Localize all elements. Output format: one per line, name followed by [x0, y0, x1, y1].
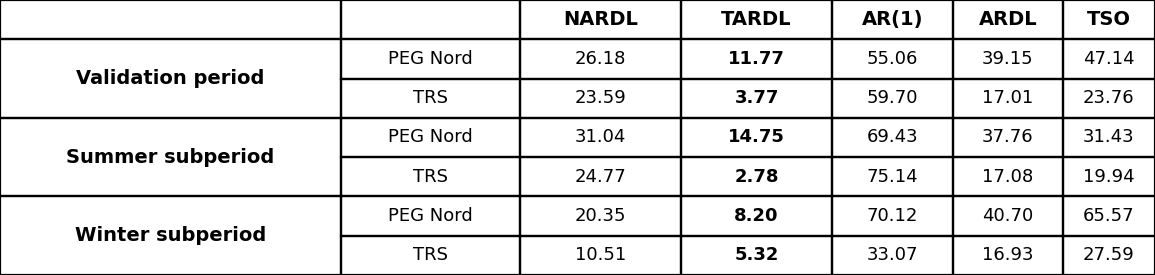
Bar: [953, 39, 1063, 79]
Bar: [0, 118, 341, 196]
Text: 40.70: 40.70: [982, 207, 1034, 225]
Text: TRS: TRS: [412, 168, 448, 186]
Text: 26.18: 26.18: [575, 50, 626, 68]
Bar: [681, 79, 832, 118]
Bar: [520, 79, 681, 118]
Text: 31.04: 31.04: [575, 128, 626, 147]
Text: PEG Nord: PEG Nord: [388, 128, 472, 147]
Bar: [1063, 236, 1155, 275]
Bar: [1063, 79, 1155, 118]
Bar: [953, 79, 1063, 118]
Bar: [520, 157, 681, 196]
Bar: [953, 236, 1063, 275]
Bar: [341, 39, 520, 79]
Bar: [832, 196, 953, 236]
Text: 5.32: 5.32: [735, 246, 778, 264]
Text: 20.35: 20.35: [575, 207, 626, 225]
Text: 11.77: 11.77: [728, 50, 785, 68]
Text: 14.75: 14.75: [728, 128, 785, 147]
Text: 10.51: 10.51: [575, 246, 626, 264]
Text: 70.12: 70.12: [866, 207, 918, 225]
Bar: [1063, 0, 1155, 39]
Text: Summer subperiod: Summer subperiod: [66, 148, 275, 167]
Bar: [681, 39, 832, 79]
Bar: [1063, 39, 1155, 79]
Text: TRS: TRS: [412, 246, 448, 264]
Text: 23.59: 23.59: [575, 89, 626, 107]
Text: Winter subperiod: Winter subperiod: [75, 226, 266, 245]
Bar: [341, 157, 520, 196]
Bar: [341, 0, 520, 39]
Bar: [341, 118, 520, 157]
Text: Validation period: Validation period: [76, 69, 264, 88]
Bar: [953, 157, 1063, 196]
Text: ARDL: ARDL: [978, 10, 1037, 29]
Bar: [341, 196, 520, 236]
Bar: [832, 79, 953, 118]
Bar: [832, 118, 953, 157]
Text: 47.14: 47.14: [1083, 50, 1134, 68]
Text: 31.43: 31.43: [1083, 128, 1134, 147]
Bar: [520, 39, 681, 79]
Bar: [341, 79, 520, 118]
Bar: [953, 118, 1063, 157]
Bar: [832, 157, 953, 196]
Bar: [520, 118, 681, 157]
Text: 39.15: 39.15: [982, 50, 1034, 68]
Text: 24.77: 24.77: [575, 168, 626, 186]
Text: 33.07: 33.07: [866, 246, 918, 264]
Text: 19.94: 19.94: [1083, 168, 1134, 186]
Text: 17.01: 17.01: [982, 89, 1034, 107]
Text: 3.77: 3.77: [735, 89, 778, 107]
Bar: [681, 196, 832, 236]
Bar: [1063, 118, 1155, 157]
Bar: [520, 196, 681, 236]
Bar: [0, 39, 341, 118]
Bar: [1063, 157, 1155, 196]
Bar: [0, 196, 341, 275]
Bar: [341, 236, 520, 275]
Text: TARDL: TARDL: [721, 10, 792, 29]
Text: 16.93: 16.93: [982, 246, 1034, 264]
Text: TRS: TRS: [412, 89, 448, 107]
Bar: [953, 196, 1063, 236]
Bar: [520, 236, 681, 275]
Text: 23.76: 23.76: [1083, 89, 1134, 107]
Bar: [0, 0, 341, 39]
Text: 2.78: 2.78: [735, 168, 778, 186]
Text: 17.08: 17.08: [982, 168, 1034, 186]
Bar: [681, 157, 832, 196]
Bar: [681, 236, 832, 275]
Text: NARDL: NARDL: [564, 10, 638, 29]
Bar: [681, 118, 832, 157]
Text: PEG Nord: PEG Nord: [388, 50, 472, 68]
Bar: [520, 0, 681, 39]
Text: 55.06: 55.06: [866, 50, 918, 68]
Text: 65.57: 65.57: [1083, 207, 1134, 225]
Bar: [1063, 196, 1155, 236]
Text: AR(1): AR(1): [862, 10, 923, 29]
Text: 59.70: 59.70: [866, 89, 918, 107]
Text: 37.76: 37.76: [982, 128, 1034, 147]
Text: 8.20: 8.20: [735, 207, 778, 225]
Text: 27.59: 27.59: [1083, 246, 1134, 264]
Bar: [832, 39, 953, 79]
Text: 69.43: 69.43: [866, 128, 918, 147]
Bar: [953, 0, 1063, 39]
Bar: [832, 0, 953, 39]
Text: 75.14: 75.14: [866, 168, 918, 186]
Bar: [681, 0, 832, 39]
Text: PEG Nord: PEG Nord: [388, 207, 472, 225]
Bar: [832, 236, 953, 275]
Text: TSO: TSO: [1087, 10, 1131, 29]
